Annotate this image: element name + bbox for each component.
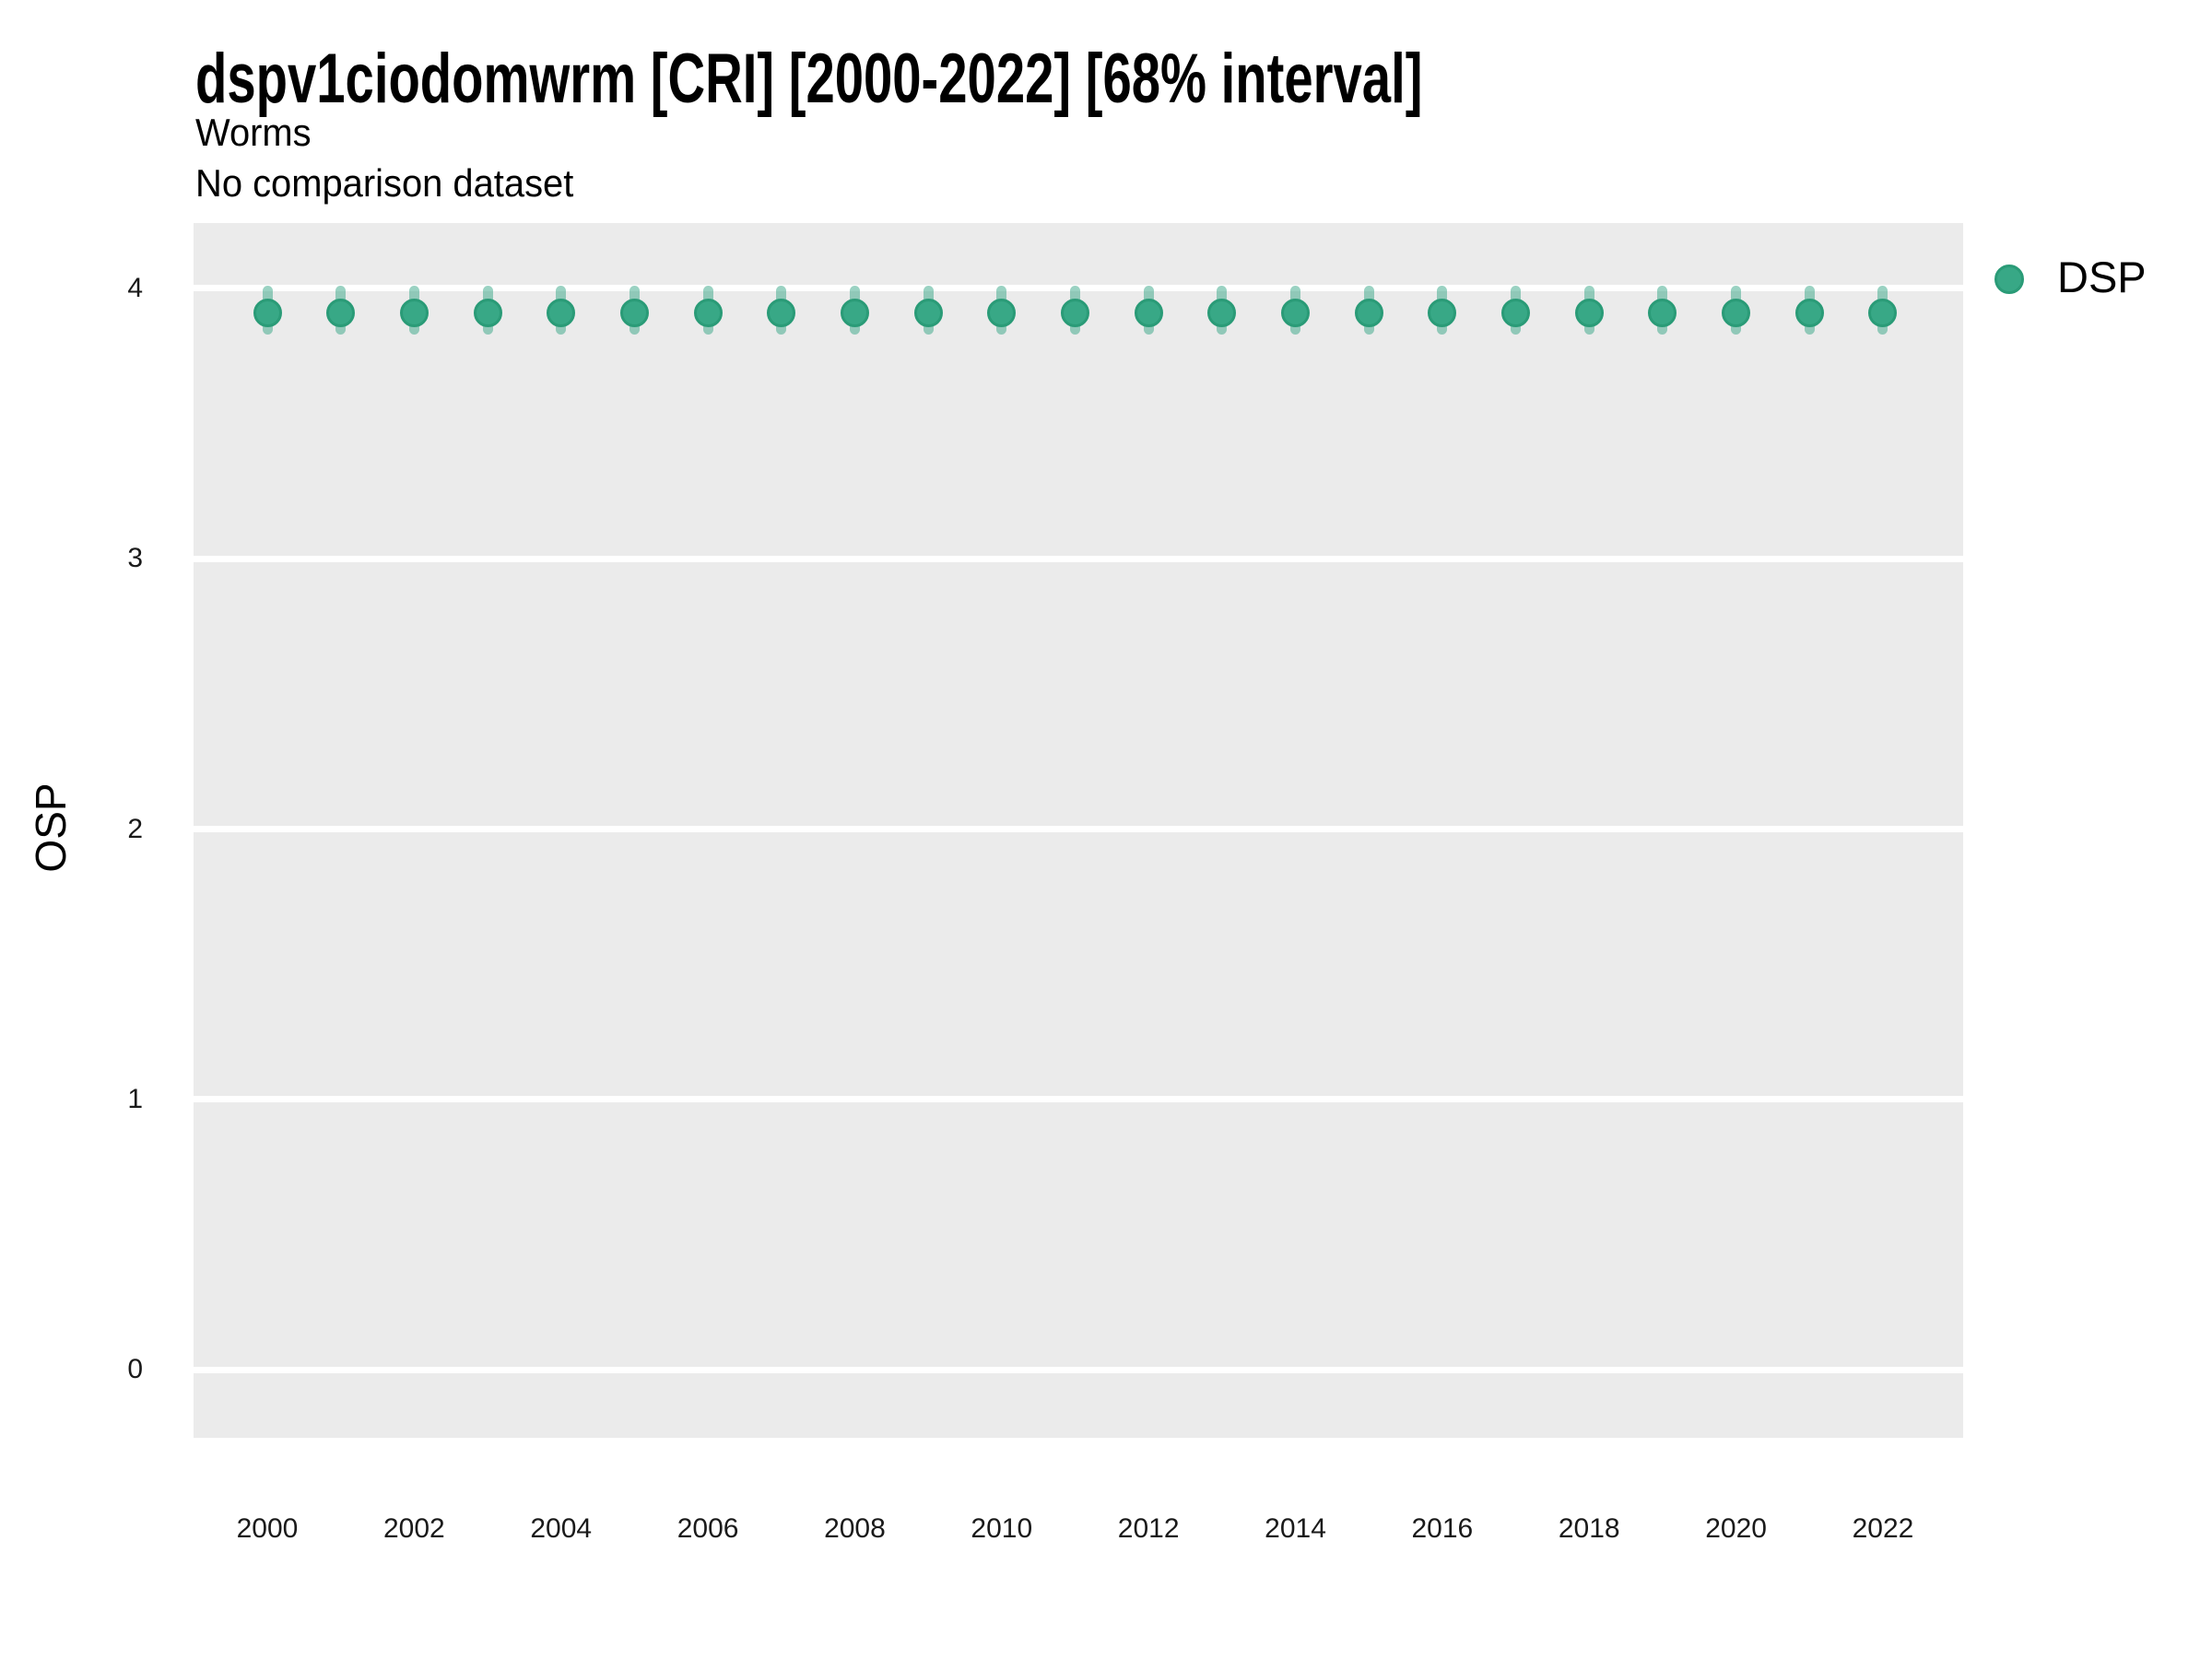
- data-point-2009: [913, 298, 943, 327]
- y-tick-label-4: 4: [127, 272, 143, 303]
- y-tick-label-2: 2: [127, 813, 143, 844]
- y-tick-label-3: 3: [127, 543, 143, 574]
- y-tick-label-1: 1: [127, 1083, 143, 1114]
- data-point-2012: [1134, 298, 1163, 327]
- data-point-2017: [1501, 298, 1531, 327]
- x-tick-label-2008: 2008: [824, 1513, 886, 1544]
- gridline-y-1: [194, 1096, 1963, 1103]
- data-point-2013: [1207, 298, 1237, 327]
- data-point-2015: [1354, 298, 1383, 327]
- x-tick-label-2010: 2010: [971, 1513, 1033, 1544]
- gridline-y-0: [194, 1366, 1963, 1373]
- plot-header: dspv1ciodomwrm [CRI] [2000-2022] [68% in…: [195, 40, 2131, 205]
- data-point-2022: [1868, 298, 1898, 327]
- data-point-2008: [840, 298, 869, 327]
- data-point-2010: [987, 298, 1017, 327]
- legend-point-icon: [1994, 265, 2024, 294]
- x-tick-label-2012: 2012: [1117, 1513, 1180, 1544]
- x-tick-label-2022: 2022: [1852, 1513, 1914, 1544]
- data-point-2020: [1722, 298, 1751, 327]
- y-axis-title: OSP: [27, 782, 75, 873]
- data-point-2005: [619, 298, 649, 327]
- data-point-2011: [1060, 298, 1089, 327]
- data-point-2007: [767, 298, 796, 327]
- gridline-y-2: [194, 826, 1963, 833]
- x-tick-label-2018: 2018: [1558, 1513, 1620, 1544]
- data-point-2019: [1648, 298, 1677, 327]
- data-point-2016: [1428, 298, 1457, 327]
- data-point-2006: [693, 298, 723, 327]
- legend-label: DSP: [2057, 253, 2147, 301]
- data-point-2018: [1574, 298, 1604, 327]
- x-tick-label-2002: 2002: [382, 1513, 445, 1544]
- data-point-2000: [253, 298, 282, 327]
- x-tick-label-2000: 2000: [236, 1513, 299, 1544]
- plot-subtitle: Worms: [195, 111, 312, 154]
- x-tick-label-2014: 2014: [1265, 1513, 1326, 1544]
- data-point-2004: [547, 298, 576, 327]
- data-point-2003: [473, 298, 502, 327]
- gridline-y-3: [194, 555, 1963, 562]
- plot-panel: [194, 223, 1963, 1438]
- y-tick-label-0: 0: [127, 1354, 143, 1385]
- x-tick-label-2006: 2006: [677, 1513, 739, 1544]
- data-point-2001: [326, 298, 356, 327]
- plot-title: dspv1ciodomwrm [CRI] [2000-2022] [68% in…: [195, 40, 1423, 118]
- comparison-note: No comparison dataset: [195, 161, 574, 205]
- data-point-2021: [1794, 298, 1824, 327]
- data-point-2014: [1281, 298, 1311, 327]
- x-tick-label-2020: 2020: [1705, 1513, 1767, 1544]
- data-point-2002: [399, 298, 429, 327]
- x-tick-label-2004: 2004: [530, 1513, 593, 1544]
- x-tick-label-2016: 2016: [1411, 1513, 1474, 1544]
